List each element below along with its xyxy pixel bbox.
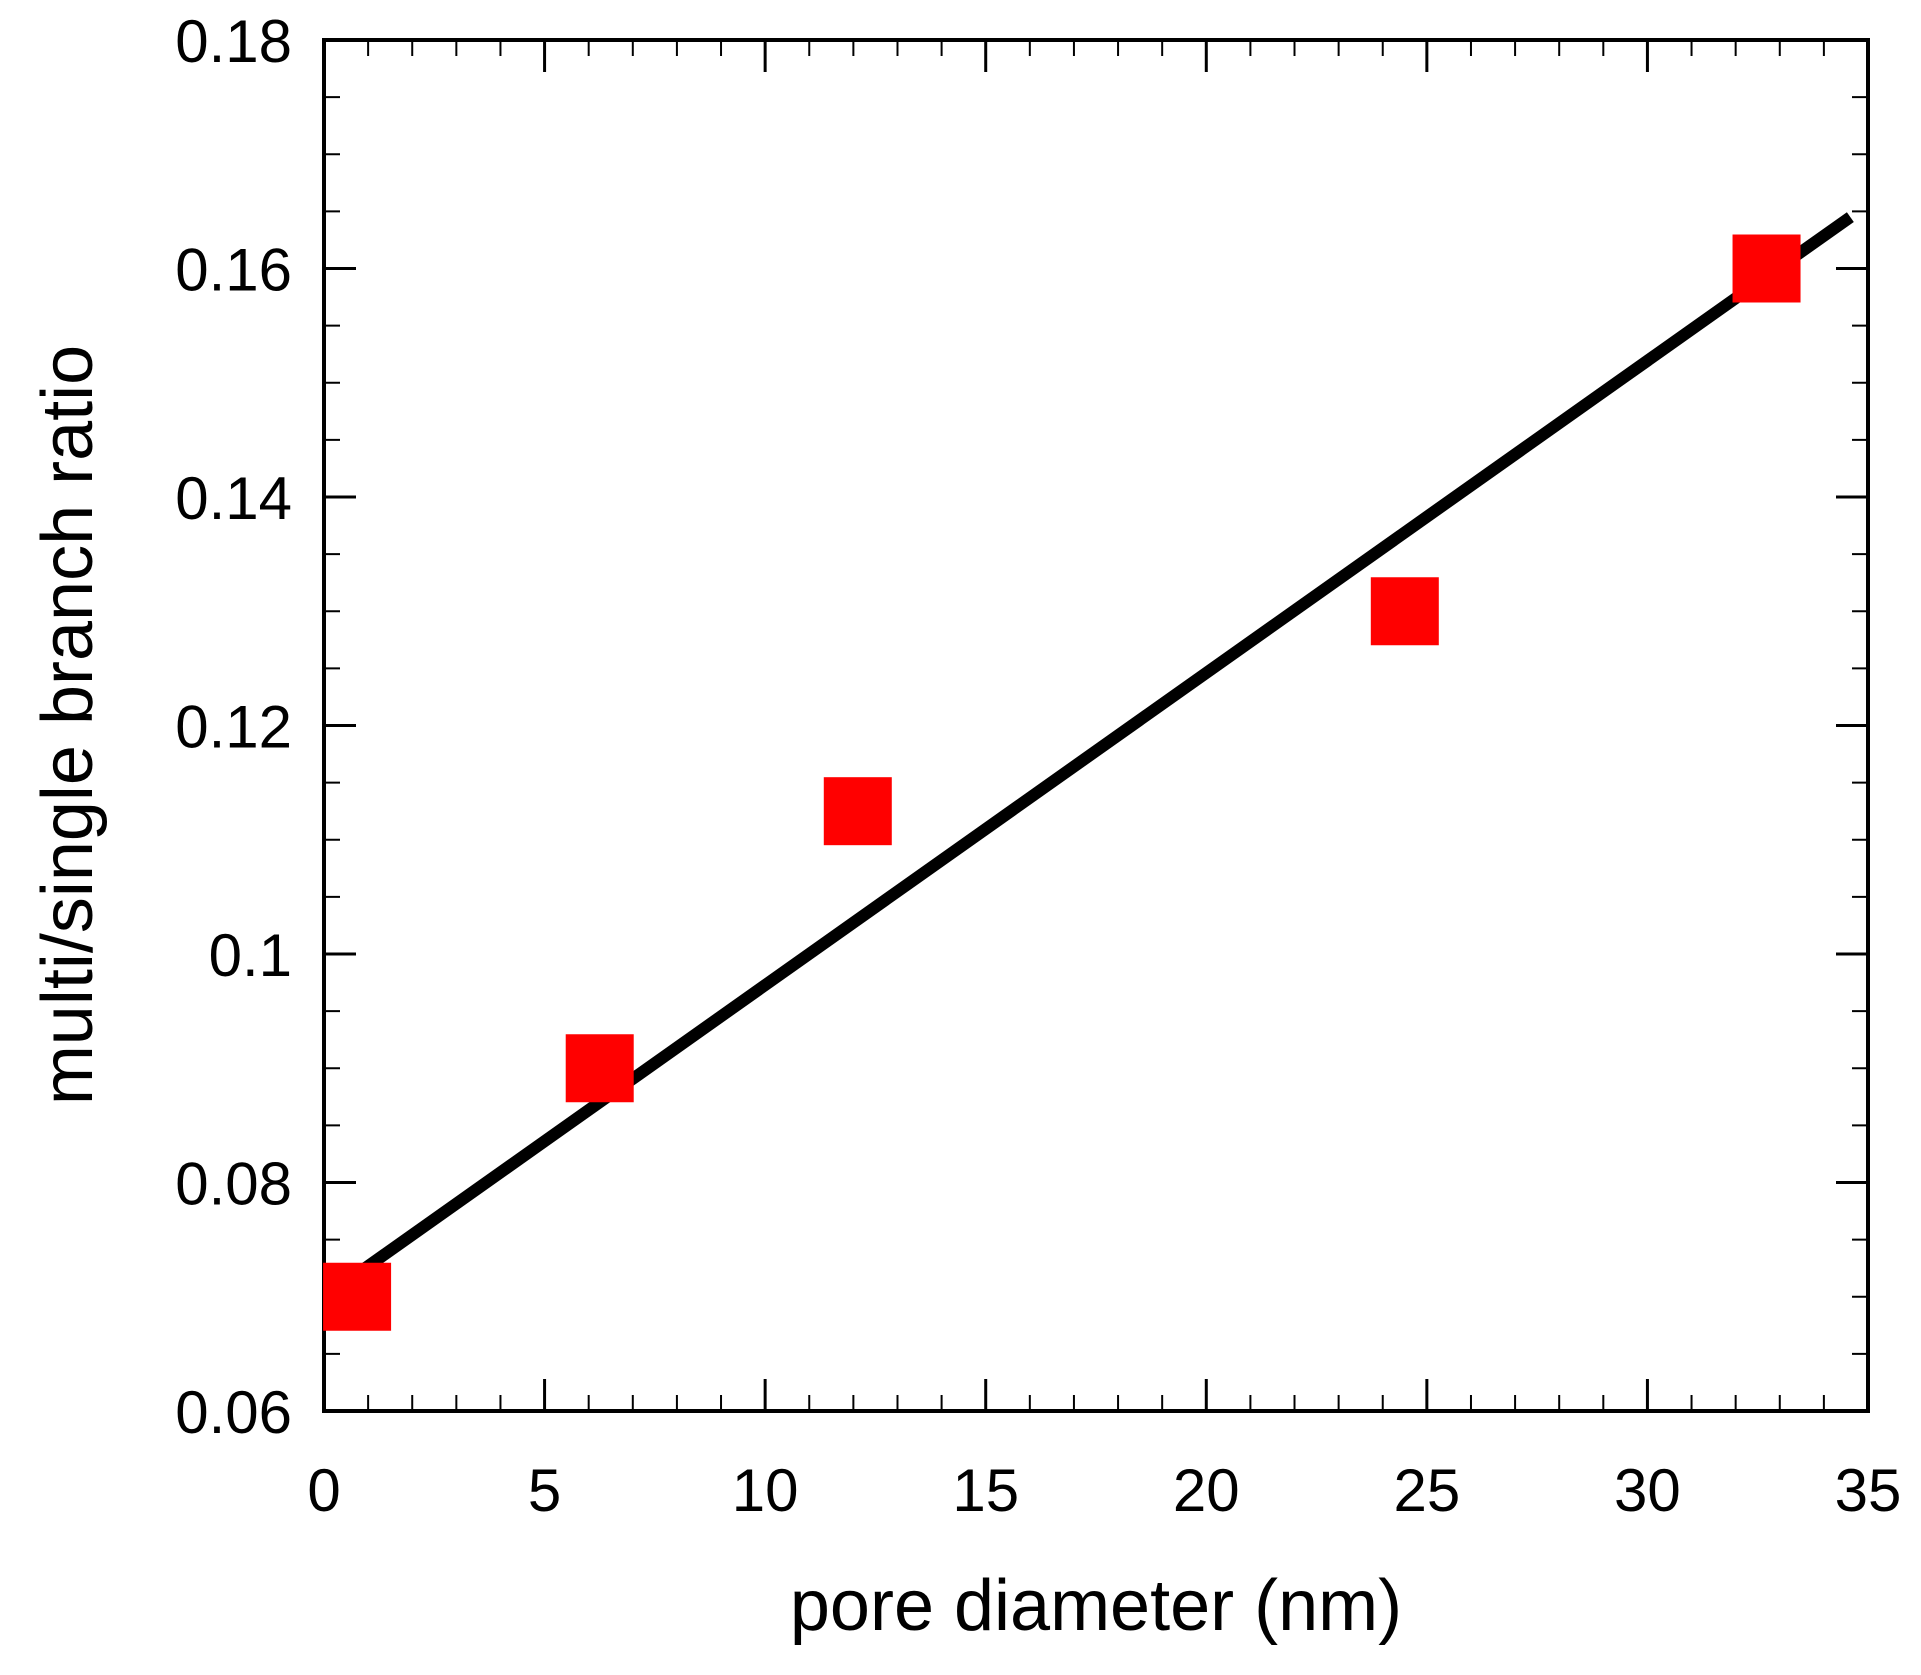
data-point-marker xyxy=(823,777,892,846)
x-tick-label: 30 xyxy=(1614,1457,1681,1524)
x-tick-labels: 0 5 10 15 20 25 30 35 xyxy=(307,1457,1901,1524)
y-tick-label: 0.14 xyxy=(175,465,292,532)
y-axis-title: multi/single branch ratio xyxy=(28,345,108,1105)
data-point-marker xyxy=(1732,234,1801,303)
y-tick-label: 0.12 xyxy=(175,694,292,761)
data-points xyxy=(323,234,1801,1331)
y-tick-label: 0.06 xyxy=(175,1379,292,1446)
y-tick-label: 0.1 xyxy=(209,922,292,989)
x-tick-label: 15 xyxy=(952,1457,1019,1524)
x-axis-title: pore diameter (nm) xyxy=(790,1566,1402,1646)
y-tick-label: 0.18 xyxy=(175,8,292,75)
data-point-marker xyxy=(1370,577,1439,646)
fit-line xyxy=(353,212,1854,1279)
data-point-marker xyxy=(565,1034,634,1103)
x-tick-label: 35 xyxy=(1835,1457,1902,1524)
regression-line xyxy=(353,212,1854,1279)
axis-ticks xyxy=(322,38,1870,1413)
y-tick-label: 0.08 xyxy=(175,1151,292,1218)
x-tick-label: 10 xyxy=(732,1457,799,1524)
y-tick-label: 0.16 xyxy=(175,237,292,304)
x-tick-label: 25 xyxy=(1393,1457,1460,1524)
data-point-marker xyxy=(323,1262,392,1331)
plot-frame xyxy=(322,38,1870,1413)
x-tick-label: 0 xyxy=(307,1457,340,1524)
x-tick-label: 5 xyxy=(528,1457,561,1524)
y-tick-labels: 0.06 0.08 0.1 0.12 0.14 0.16 0.18 xyxy=(175,8,292,1446)
x-tick-label: 20 xyxy=(1173,1457,1240,1524)
